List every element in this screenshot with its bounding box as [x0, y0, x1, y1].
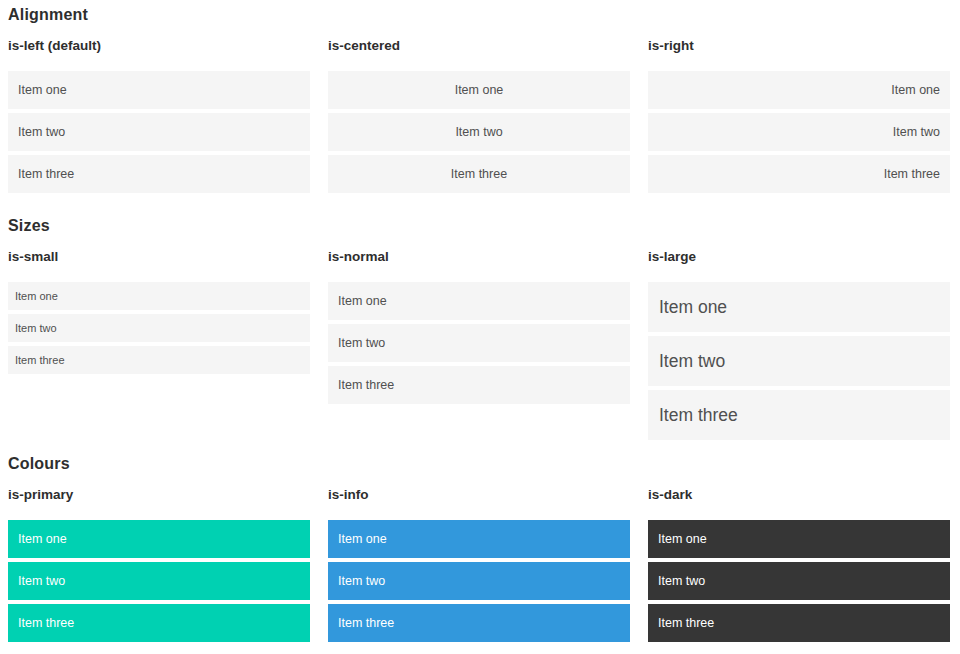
- group-label-is-centered: is-centered: [328, 38, 630, 54]
- section-title-sizes: Sizes: [8, 216, 950, 236]
- list-item[interactable]: Item one: [648, 282, 950, 332]
- list-item[interactable]: Item three: [8, 604, 310, 642]
- colours-grid: is-primary Item one Item two Item three …: [8, 487, 950, 642]
- group-label-is-normal: is-normal: [328, 249, 630, 265]
- group-is-left: is-left (default) Item one Item two Item…: [8, 38, 310, 193]
- list-item[interactable]: Item two: [8, 113, 310, 151]
- alignment-grid: is-left (default) Item one Item two Item…: [8, 38, 950, 193]
- list-is-info: Item one Item two Item three: [328, 520, 630, 642]
- list-item[interactable]: Item one: [648, 520, 950, 558]
- list-item[interactable]: Item two: [648, 113, 950, 151]
- list-is-right: Item one Item two Item three: [648, 71, 950, 193]
- group-label-is-primary: is-primary: [8, 487, 310, 503]
- list-item[interactable]: Item one: [8, 71, 310, 109]
- list-item[interactable]: Item one: [328, 71, 630, 109]
- list-item[interactable]: Item three: [648, 390, 950, 440]
- list-item[interactable]: Item one: [8, 282, 310, 310]
- section-title-colours: Colours: [8, 454, 950, 474]
- list-is-large: Item one Item two Item three: [648, 282, 950, 440]
- list-item[interactable]: Item two: [328, 324, 630, 362]
- group-label-is-right: is-right: [648, 38, 950, 54]
- list-styleguide-page: Alignment is-left (default) Item one Ite…: [0, 0, 960, 653]
- group-label-is-info: is-info: [328, 487, 630, 503]
- list-item[interactable]: Item three: [328, 366, 630, 404]
- list-item[interactable]: Item one: [648, 71, 950, 109]
- group-is-small: is-small Item one Item two Item three: [8, 249, 310, 374]
- list-is-small: Item one Item two Item three: [8, 282, 310, 374]
- group-is-right: is-right Item one Item two Item three: [648, 38, 950, 193]
- group-is-dark: is-dark Item one Item two Item three: [648, 487, 950, 642]
- list-is-left: Item one Item two Item three: [8, 71, 310, 193]
- group-label-is-dark: is-dark: [648, 487, 950, 503]
- list-item[interactable]: Item one: [8, 520, 310, 558]
- list-item[interactable]: Item three: [8, 155, 310, 193]
- list-item[interactable]: Item two: [8, 562, 310, 600]
- section-alignment: Alignment is-left (default) Item one Ite…: [8, 5, 950, 193]
- list-item[interactable]: Item three: [648, 604, 950, 642]
- list-item[interactable]: Item three: [328, 155, 630, 193]
- section-colours: Colours is-primary Item one Item two Ite…: [8, 454, 950, 642]
- group-is-primary: is-primary Item one Item two Item three: [8, 487, 310, 642]
- section-sizes: Sizes is-small Item one Item two Item th…: [8, 216, 950, 440]
- list-is-normal: Item one Item two Item three: [328, 282, 630, 404]
- group-is-info: is-info Item one Item two Item three: [328, 487, 630, 642]
- list-item[interactable]: Item one: [328, 282, 630, 320]
- list-item[interactable]: Item three: [328, 604, 630, 642]
- group-label-is-small: is-small: [8, 249, 310, 265]
- sizes-grid: is-small Item one Item two Item three is…: [8, 249, 950, 440]
- group-label-is-left: is-left (default): [8, 38, 310, 54]
- section-title-alignment: Alignment: [8, 5, 950, 25]
- list-item[interactable]: Item two: [328, 113, 630, 151]
- list-item[interactable]: Item two: [8, 314, 310, 342]
- group-is-normal: is-normal Item one Item two Item three: [328, 249, 630, 404]
- list-item[interactable]: Item two: [648, 562, 950, 600]
- list-item[interactable]: Item two: [328, 562, 630, 600]
- list-is-primary: Item one Item two Item three: [8, 520, 310, 642]
- group-is-centered: is-centered Item one Item two Item three: [328, 38, 630, 193]
- list-item[interactable]: Item one: [328, 520, 630, 558]
- list-is-dark: Item one Item two Item three: [648, 520, 950, 642]
- list-item[interactable]: Item two: [648, 336, 950, 386]
- list-item[interactable]: Item three: [8, 346, 310, 374]
- group-label-is-large: is-large: [648, 249, 950, 265]
- list-item[interactable]: Item three: [648, 155, 950, 193]
- group-is-large: is-large Item one Item two Item three: [648, 249, 950, 440]
- list-is-centered: Item one Item two Item three: [328, 71, 630, 193]
